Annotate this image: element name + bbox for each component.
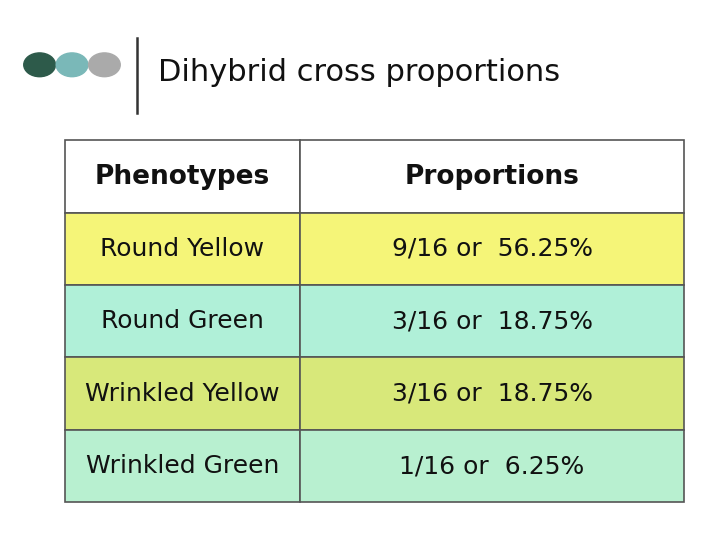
- Text: 9/16 or  56.25%: 9/16 or 56.25%: [392, 237, 593, 261]
- Text: Wrinkled Yellow: Wrinkled Yellow: [85, 382, 280, 406]
- Text: Wrinkled Green: Wrinkled Green: [86, 454, 279, 478]
- Text: 1/16 or  6.25%: 1/16 or 6.25%: [400, 454, 585, 478]
- Text: 3/16 or  18.75%: 3/16 or 18.75%: [392, 382, 593, 406]
- Text: 3/16 or  18.75%: 3/16 or 18.75%: [392, 309, 593, 333]
- Text: Round Yellow: Round Yellow: [100, 237, 264, 261]
- Text: Round Green: Round Green: [101, 309, 264, 333]
- Text: Dihybrid cross proportions: Dihybrid cross proportions: [158, 58, 561, 87]
- Text: Proportions: Proportions: [405, 164, 580, 190]
- Text: Phenotypes: Phenotypes: [95, 164, 270, 190]
